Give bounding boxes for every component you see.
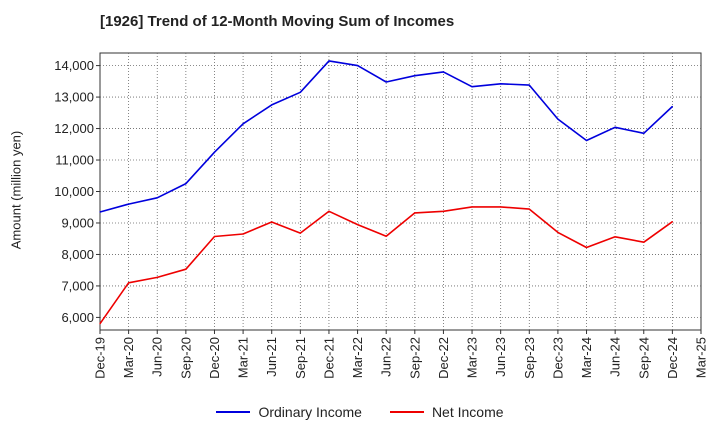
- data-point-net-income: [671, 221, 673, 223]
- legend-item-net-income: Net Income: [389, 404, 504, 420]
- legend-label-ordinary-income: Ordinary Income: [258, 404, 362, 420]
- data-point-net-income: [242, 233, 244, 235]
- data-point-net-income: [471, 206, 473, 208]
- data-point-net-income: [557, 231, 559, 234]
- data-point-net-income: [128, 282, 130, 284]
- legend-swatch-net-income: [389, 411, 424, 413]
- data-point-ordinary-income: [414, 75, 416, 77]
- x-tick-label: Mar-20: [121, 337, 136, 378]
- data-point-ordinary-income: [328, 60, 330, 62]
- data-point-ordinary-income: [213, 151, 216, 153]
- data-point-ordinary-income: [528, 84, 530, 86]
- y-tick-label: 14,000: [54, 58, 94, 73]
- data-point-net-income: [356, 223, 359, 226]
- data-point-ordinary-income: [299, 91, 301, 93]
- x-tick-label: Sep-20: [178, 337, 193, 379]
- legend-label-net-income: Net Income: [431, 404, 504, 420]
- chart-title: [1926] Trend of 12-Month Moving Sum of I…: [100, 13, 455, 30]
- data-point-net-income: [328, 210, 330, 212]
- y-tick-label: 8,000: [61, 247, 94, 262]
- y-tick-label: 9,000: [61, 215, 94, 230]
- y-tick-label: 6,000: [61, 310, 94, 325]
- legend-swatch-ordinary-income: [216, 411, 251, 413]
- data-point-ordinary-income: [356, 64, 359, 67]
- legend-item-ordinary-income: Ordinary Income: [216, 404, 362, 420]
- x-tick-label: Jun-22: [379, 337, 394, 377]
- data-point-ordinary-income: [271, 104, 273, 106]
- data-point-net-income: [500, 206, 502, 208]
- y-tick-label: 11,000: [55, 153, 94, 168]
- data-point-net-income: [299, 232, 301, 234]
- data-point-net-income: [185, 268, 187, 270]
- data-point-net-income: [643, 241, 645, 243]
- data-point-ordinary-income: [671, 105, 673, 108]
- legend: Ordinary Income Net Income: [0, 404, 720, 420]
- x-tick-label: Dec-24: [665, 337, 680, 379]
- x-tick-label: Dec-21: [321, 337, 336, 379]
- x-tick-label: Mar-21: [236, 337, 251, 378]
- data-point-ordinary-income: [500, 83, 502, 85]
- x-tick-label: Jun-23: [493, 337, 508, 377]
- data-point-ordinary-income: [471, 86, 473, 88]
- data-point-ordinary-income: [557, 118, 559, 120]
- data-point-ordinary-income: [442, 71, 445, 73]
- x-tick-label: Jun-20: [150, 337, 165, 377]
- data-point-ordinary-income: [385, 81, 387, 83]
- data-point-ordinary-income: [156, 197, 158, 199]
- data-point-net-income: [213, 235, 216, 238]
- x-tick-label: Sep-22: [407, 337, 422, 379]
- x-tick-label: Mar-22: [350, 337, 365, 378]
- x-tick-label: Sep-23: [522, 337, 537, 379]
- data-point-ordinary-income: [128, 203, 130, 205]
- x-tick-label: Mar-24: [579, 337, 594, 378]
- data-point-net-income: [442, 210, 445, 212]
- x-tick-label: Mar-23: [465, 337, 480, 378]
- x-tick-label: Dec-22: [436, 337, 451, 379]
- x-tick-label: Sep-24: [636, 337, 651, 379]
- x-tick-label: Dec-20: [207, 337, 222, 379]
- x-tick-label: Dec-23: [550, 337, 565, 379]
- x-tick-label: Mar-25: [694, 337, 709, 378]
- data-point-net-income: [271, 221, 273, 223]
- y-tick-label: 13,000: [54, 90, 94, 105]
- y-tick-label: 12,000: [54, 121, 94, 136]
- data-point-ordinary-income: [185, 183, 187, 185]
- x-tick-label: Jun-24: [608, 337, 623, 377]
- data-point-ordinary-income: [643, 132, 645, 134]
- data-point-ordinary-income: [614, 126, 616, 128]
- x-tick-label: Jun-21: [264, 337, 279, 377]
- data-point-ordinary-income: [99, 211, 101, 213]
- data-point-net-income: [385, 235, 387, 237]
- x-tick-label: Sep-21: [293, 337, 308, 379]
- data-point-net-income: [99, 323, 101, 325]
- data-point-net-income: [528, 208, 530, 210]
- data-point-net-income: [614, 236, 616, 238]
- y-tick-label: 10,000: [54, 184, 94, 199]
- data-point-ordinary-income: [242, 123, 244, 125]
- data-point-net-income: [156, 276, 158, 279]
- x-tick-label: Dec-19: [93, 337, 108, 379]
- data-point-net-income: [585, 246, 588, 249]
- line-chart: 6,000 7,000 8,000 9,000 10,000 11,000 12,000 13…: [54, 52, 709, 379]
- data-point-net-income: [414, 212, 416, 214]
- data-point-ordinary-income: [585, 139, 588, 142]
- y-tick-label: 7,000: [61, 278, 94, 293]
